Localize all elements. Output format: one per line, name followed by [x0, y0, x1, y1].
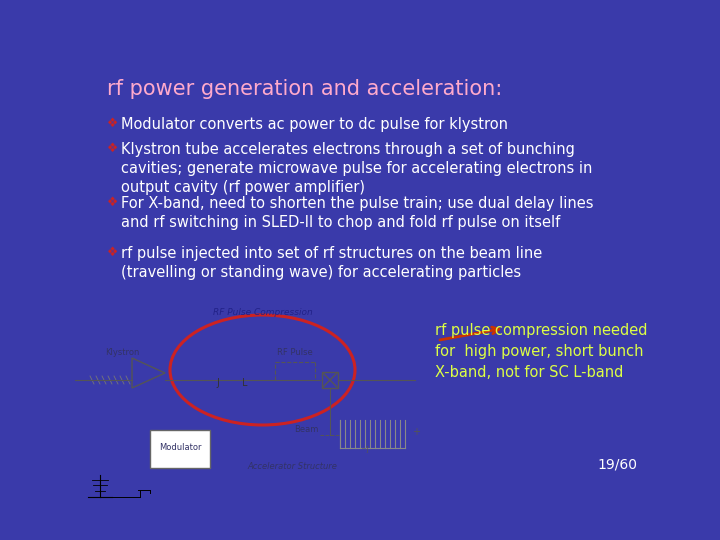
Text: Modulator converts ac power to dc pulse for klystron: Modulator converts ac power to dc pulse … — [121, 117, 508, 132]
Text: ❖: ❖ — [107, 246, 118, 259]
Text: RF Pulse Compression: RF Pulse Compression — [212, 308, 312, 317]
Text: rf power generation and acceleration:: rf power generation and acceleration: — [107, 79, 503, 99]
Bar — [150, 430, 210, 468]
Text: RF Pulse: RF Pulse — [277, 348, 313, 357]
Text: Klystron: Klystron — [105, 348, 139, 357]
Bar — [322, 372, 338, 388]
Text: Klystron tube accelerates electrons through a set of bunching
cavities; generate: Klystron tube accelerates electrons thro… — [121, 142, 593, 195]
Text: For X-band, need to shorten the pulse train; use dual delay lines
and rf switchi: For X-band, need to shorten the pulse tr… — [121, 195, 593, 230]
Text: rf pulse compression needed
for  high power, short bunch
X-band, not for SC L-ba: rf pulse compression needed for high pow… — [435, 323, 647, 380]
Text: ~]: ~] — [360, 445, 369, 452]
Text: 19/60: 19/60 — [597, 457, 637, 471]
Text: Beam: Beam — [294, 426, 318, 435]
Text: ❖: ❖ — [107, 195, 118, 208]
Text: Accelerator Structure: Accelerator Structure — [248, 462, 338, 471]
Text: +: + — [412, 427, 420, 437]
Text: L: L — [242, 378, 248, 388]
Text: ❖: ❖ — [107, 142, 118, 155]
Text: ❖: ❖ — [107, 117, 118, 130]
Text: J: J — [217, 378, 220, 388]
Text: rf pulse injected into set of rf structures on the beam line
(travelling or stan: rf pulse injected into set of rf structu… — [121, 246, 542, 280]
Text: Modulator: Modulator — [158, 443, 202, 453]
FancyArrowPatch shape — [440, 327, 499, 340]
